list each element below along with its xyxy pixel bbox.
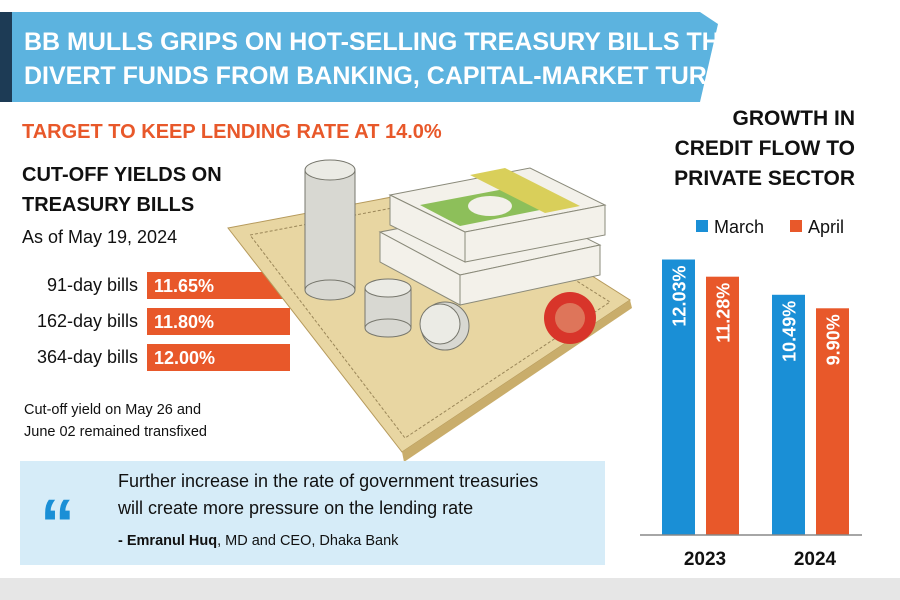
row-value: 12.00% [154,348,215,368]
row-label: 91-day bills [47,275,138,295]
chart-title: CREDIT FLOW TO [675,137,855,160]
row-box [147,344,290,371]
yields-subtitle: As of May 19, 2024 [22,227,177,247]
title-banner [0,12,718,102]
value-label: 9.90% [824,314,844,365]
chart-title: GROWTH IN [733,107,855,130]
headline: DIVERT FUNDS FROM BANKING, CAPITAL-MARKE… [24,62,739,90]
quote-mark: “ [40,485,75,563]
value-label: 10.49% [780,301,800,362]
row-label: 162-day bills [37,311,138,331]
x-tick-label: 2024 [794,549,837,570]
quote-role: , MD and CEO, Dhaka Bank [217,533,399,549]
bar [706,276,739,535]
target: TARGET TO KEEP LENDING RATE AT 14.0% [22,121,442,143]
quote-attribution: - Emranul Huq, MD and CEO, Dhaka Bank [118,533,399,549]
banner-edge [0,12,12,102]
quote-box [20,461,605,565]
row-label: 364-day bills [37,347,138,367]
row-value: 11.80% [154,312,214,332]
illustration [227,159,632,462]
legend-label: March [714,217,764,237]
yields-title: TREASURY BILLS [22,194,194,216]
value-label: 12.03% [670,266,690,327]
note: Cut-off yield on May 26 and [24,402,201,418]
row-value: 11.65% [154,276,214,296]
quote-author: - Emranul Huq [118,533,217,549]
chart-title: PRIVATE SECTOR [674,167,855,190]
headline: BB MULLS GRIPS ON HOT-SELLING TREASURY B… [24,28,751,56]
value-label: 11.28% [714,283,734,343]
legend-label: April [808,217,844,237]
note: June 02 remained transfixed [24,424,207,440]
footer-strip [0,578,900,600]
yields-table: 91-day bills 11.65% 162-day bills 11.80% 364… [37,272,290,371]
x-tick-label: 2023 [684,549,726,570]
quote-text: will create more pressure on the lending… [117,498,473,518]
legend-swatch [790,220,802,232]
bar [816,308,849,535]
bar [662,259,695,535]
legend-swatch [696,220,708,232]
row-box [147,308,290,335]
quote-text: Further increase in the rate of governme… [118,471,538,491]
bar [772,294,805,535]
chart: GROWTH IN CREDIT FLOW TO PRIVATE SECTOR Mar… [640,107,862,570]
yields-title: CUT-OFF YIELDS ON [22,164,222,186]
